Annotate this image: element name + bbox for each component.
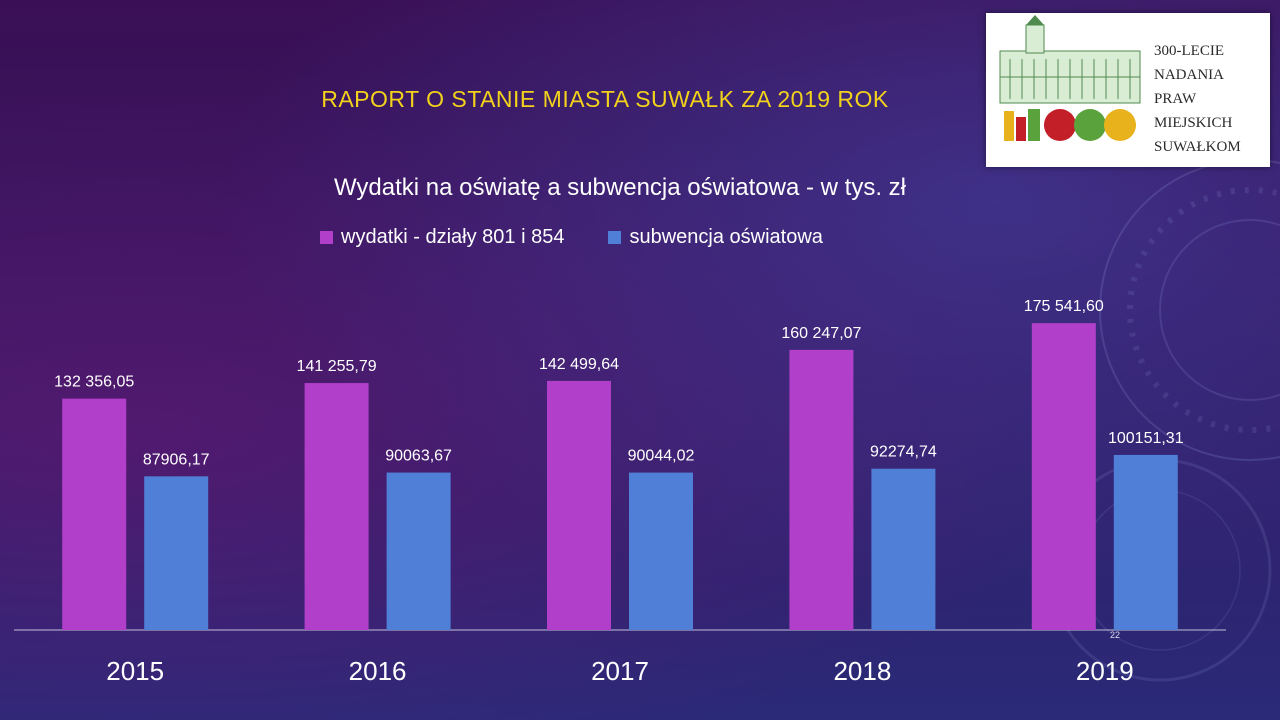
bar-series-2-2019 (1113, 454, 1178, 630)
logo-line: PRAW (1154, 91, 1197, 107)
x-tick-label-2015: 2015 (106, 656, 164, 686)
data-label-series-2-2017: 90044,02 (628, 448, 695, 465)
data-label-series-1-2017: 142 499,64 (539, 356, 619, 373)
logo-caption: 300-LECIE NADANIA PRAW MIEJSKICH SUWAŁKO… (1154, 39, 1266, 159)
legend-swatch-series-2 (608, 231, 622, 244)
logo-line: MIEJSKICH (1154, 115, 1233, 131)
x-tick-label-2019: 2019 (1076, 656, 1134, 686)
bar-series-1-2019 (1031, 323, 1096, 630)
bar-series-1-2017 (547, 380, 611, 630)
bar-series-2-2018 (871, 468, 936, 630)
x-tick-label-2018: 2018 (833, 656, 891, 686)
bar-series-1-2018 (789, 349, 854, 630)
x-tick-label-2016: 2016 (349, 656, 407, 686)
x-tick-label-2017: 2017 (591, 656, 649, 686)
legend-item-series-1: wydatki - działy 801 i 854 (320, 226, 564, 249)
logo-line: SUWAŁKOM (1154, 139, 1241, 155)
data-label-series-2-2019: 100151,31 (1108, 430, 1184, 447)
legend-swatch-series-1 (320, 231, 333, 244)
data-label-series-2-2015: 87906,17 (143, 451, 210, 468)
bar-series-2-2016 (386, 472, 451, 630)
legend-label-series-1: wydatki - działy 801 i 854 (341, 226, 565, 248)
legend-label-series-2: subwencja oświatowa (629, 226, 823, 248)
bar-series-2-2017 (629, 472, 693, 630)
city-hall-emblem (999, 15, 1141, 161)
page-number: 22 (1110, 630, 1121, 640)
logo-line: NADANIA (1154, 67, 1224, 83)
bar-series-2-2015 (144, 476, 209, 630)
data-label-series-1-2018: 160 247,07 (781, 325, 861, 342)
bar-series-1-2015 (62, 398, 127, 630)
slide-title: RAPORT O STANIE MIASTA SUWAŁK ZA 2019 RO… (321, 86, 889, 112)
chart-title: Wydatki na oświatę a subwencja oświatowa… (333, 174, 906, 201)
anniversary-logo: 300-LECIE NADANIA PRAW MIEJSKICH SUWAŁKO… (986, 13, 1270, 167)
data-label-series-1-2015: 132 356,05 (54, 374, 134, 391)
data-label-series-1-2016: 141 255,79 (297, 358, 377, 375)
chart-legend: wydatki - działy 801 i 854 subwencja ośw… (320, 226, 823, 249)
data-label-series-1-2019: 175 541,60 (1024, 298, 1104, 315)
logo-line: 300-LECIE (1154, 43, 1224, 59)
bar-series-1-2016 (304, 383, 369, 630)
data-label-series-2-2016: 90063,67 (385, 448, 452, 465)
legend-item-series-2: subwencja oświatowa (608, 226, 823, 249)
data-label-series-2-2018: 92274,74 (870, 444, 937, 461)
